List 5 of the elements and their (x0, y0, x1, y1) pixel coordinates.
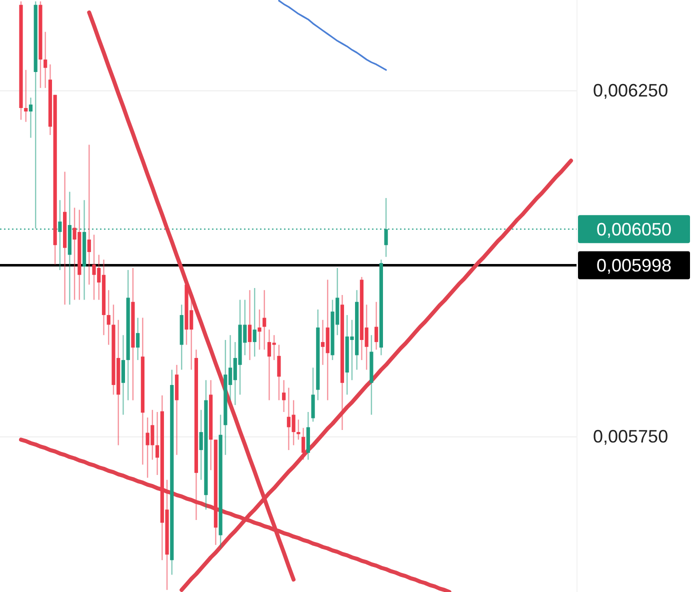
ref-line-label: 0,006050 (596, 220, 672, 240)
line-series (278, 0, 387, 71)
y-tick-label: 0,006250 (593, 80, 668, 100)
ref-line-label: 0,005998 (596, 256, 672, 276)
y-tick-label: 0,005750 (593, 426, 668, 447)
